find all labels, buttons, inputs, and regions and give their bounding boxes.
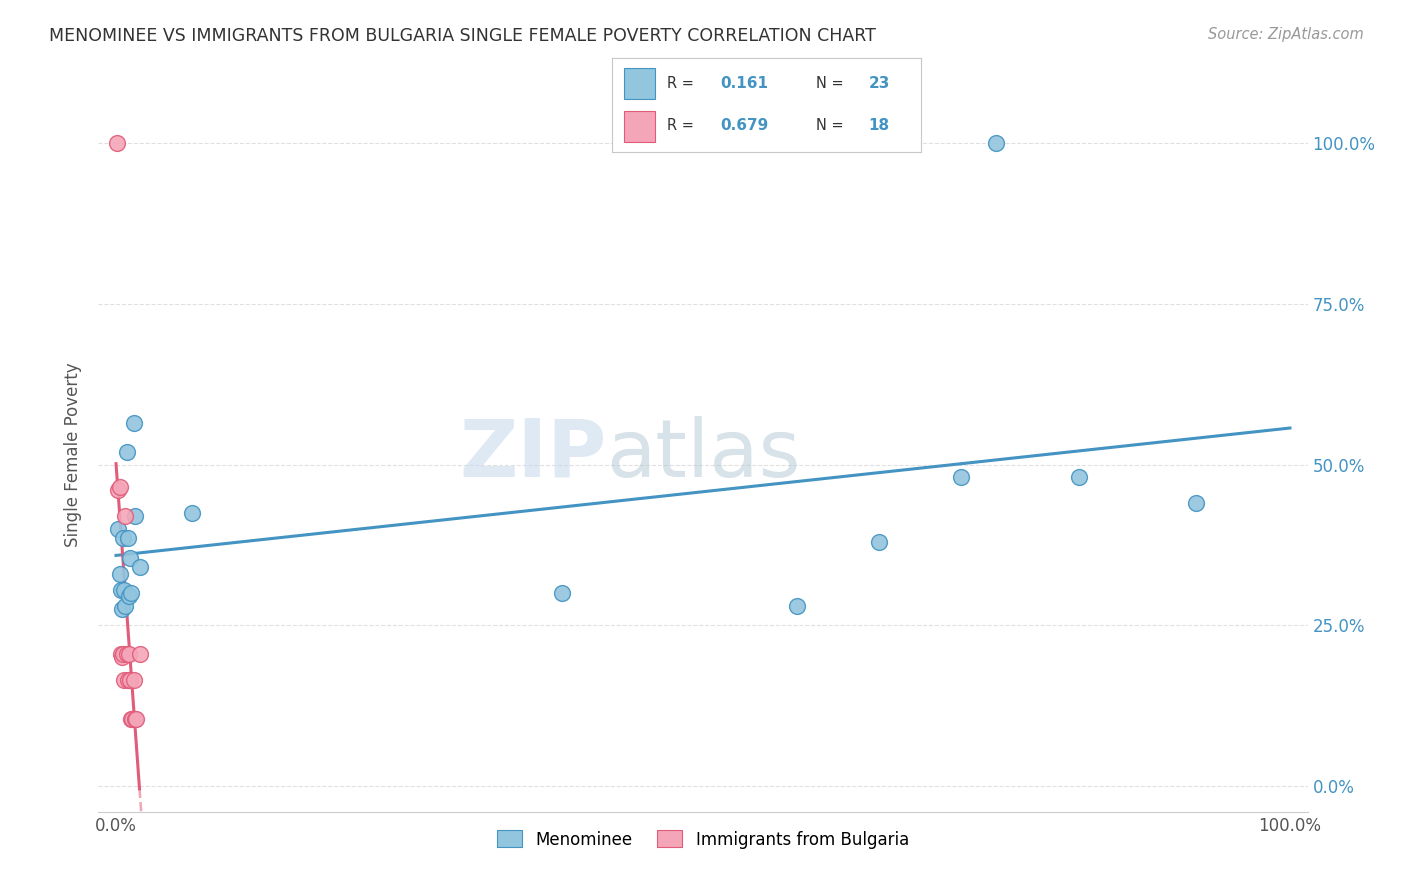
Text: R =: R = — [668, 76, 699, 91]
Point — [117, 673, 139, 687]
Point — [868, 534, 890, 549]
Text: atlas: atlas — [606, 416, 800, 494]
Point — [115, 444, 138, 458]
Point — [986, 136, 1008, 150]
Point — [110, 582, 132, 597]
Text: MENOMINEE VS IMMIGRANTS FROM BULGARIA SINGLE FEMALE POVERTY CORRELATION CHART: MENOMINEE VS IMMIGRANTS FROM BULGARIA SI… — [49, 27, 876, 45]
Point — [114, 599, 136, 613]
Point — [1185, 496, 1208, 510]
Point — [128, 560, 150, 574]
Point — [114, 508, 136, 523]
Point — [120, 711, 142, 725]
FancyBboxPatch shape — [624, 69, 655, 99]
Point — [551, 586, 574, 600]
Point — [118, 590, 141, 604]
Point — [181, 506, 204, 520]
Point — [112, 532, 135, 546]
Text: Source: ZipAtlas.com: Source: ZipAtlas.com — [1208, 27, 1364, 42]
Y-axis label: Single Female Poverty: Single Female Poverty — [65, 363, 83, 547]
Point — [112, 673, 135, 687]
Point — [124, 508, 146, 523]
Point — [111, 650, 134, 665]
Text: 18: 18 — [869, 119, 890, 134]
Point — [107, 483, 129, 498]
Point — [786, 599, 808, 613]
FancyBboxPatch shape — [624, 112, 655, 142]
Text: 23: 23 — [869, 76, 890, 91]
Point — [110, 647, 132, 661]
Legend: Menominee, Immigrants from Bulgaria: Menominee, Immigrants from Bulgaria — [489, 822, 917, 857]
Point — [108, 480, 131, 494]
Text: ZIP: ZIP — [458, 416, 606, 494]
Point — [117, 532, 139, 546]
Point — [115, 647, 138, 661]
Point — [120, 586, 142, 600]
Point — [105, 136, 128, 150]
Point — [950, 470, 973, 484]
Point — [125, 711, 148, 725]
Point — [111, 602, 134, 616]
Point — [120, 550, 142, 565]
Point — [108, 566, 131, 581]
Text: N =: N = — [815, 119, 848, 134]
Point — [128, 647, 150, 661]
Point — [122, 416, 145, 430]
Text: N =: N = — [815, 76, 848, 91]
Point — [1067, 470, 1090, 484]
Text: 0.161: 0.161 — [720, 76, 768, 91]
Point — [112, 647, 135, 661]
Point — [107, 522, 129, 536]
Point — [124, 711, 146, 725]
Text: 0.679: 0.679 — [720, 119, 768, 134]
Text: R =: R = — [668, 119, 699, 134]
Point — [122, 673, 145, 687]
Point — [121, 711, 143, 725]
Point — [120, 673, 142, 687]
Point — [118, 647, 141, 661]
Point — [112, 582, 135, 597]
